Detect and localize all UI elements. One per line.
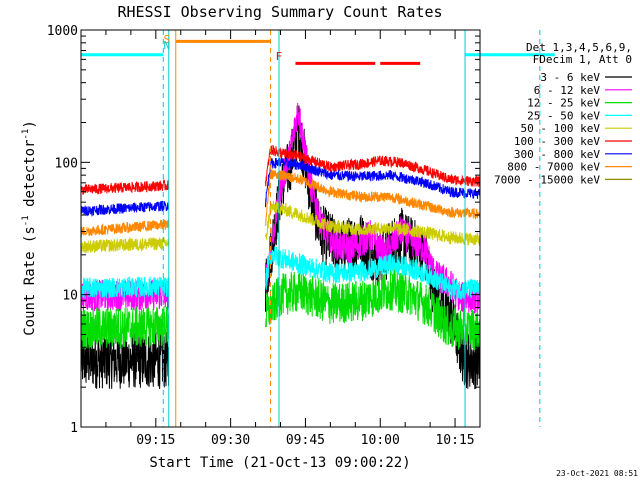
series-line-25-50-kev-1	[265, 246, 480, 300]
chart-title: RHESSI Observing Summary Count Rates	[117, 3, 442, 21]
legend-label-7000-15000-kev: 7000 - 15000 keV	[494, 173, 600, 186]
y-tick-label: 100	[55, 156, 78, 171]
series-line-300-800-kev-0	[81, 200, 169, 217]
legend-label-100-300-kev: 100 - 300 keV	[514, 135, 600, 148]
y-label-sup1: -1	[21, 215, 31, 226]
legend-header-line: Det 1,3,4,5,6,9,	[526, 41, 632, 54]
series-line-800-7000-kev-0	[81, 219, 169, 238]
series-line-100-300-kev-1	[265, 144, 480, 187]
annotation-f: F	[276, 50, 283, 63]
legend-label-50-100-kev: 50 - 100 keV	[521, 122, 601, 135]
series-line-12-25-kev-0	[81, 305, 169, 351]
y-tick-label: 1	[70, 421, 78, 436]
x-tick-label: 09:30	[211, 433, 250, 448]
series-line-800-7000-kev-1	[265, 168, 480, 227]
y-label-mid: detector	[22, 140, 38, 216]
x-tick-label: 09:45	[286, 433, 325, 448]
footer-timestamp: 23-Oct-2021 08:51	[556, 469, 638, 478]
series-line-12-25-kev-1	[265, 268, 480, 351]
y-label-main: Count Rate (s	[22, 226, 38, 336]
legend-label-800-7000-kev: 800 - 7000 keV	[507, 161, 600, 174]
legend-label-25-50-kev: 25 - 50 keV	[527, 109, 600, 122]
series-line-3-6-kev-1	[265, 105, 480, 390]
annotation-n: N	[163, 39, 170, 52]
legend-header-line: FDecim 1, Att 0	[533, 53, 632, 66]
y-axis-label: Count Rate (s-1 detector-1)	[21, 120, 38, 336]
legend-label-3-6-kev: 3 - 6 keV	[540, 71, 600, 84]
y-tick-label: 1000	[47, 24, 78, 39]
series-line-100-300-kev-0	[81, 178, 169, 195]
y-label-end: )	[22, 120, 38, 128]
annotation-s: S	[163, 33, 170, 46]
series-line-50-100-kev-0	[81, 236, 169, 254]
legend-label-12-25-kev: 12 - 25 keV	[527, 97, 600, 110]
legend-label-6-12-kev: 6 - 12 keV	[534, 84, 601, 97]
x-tick-label: 10:00	[361, 433, 400, 448]
series-line-300-800-kev-1	[265, 156, 480, 208]
x-tick-label: 10:15	[435, 433, 474, 448]
x-tick-label: 09:15	[136, 433, 175, 448]
series-line-50-100-kev-1	[265, 200, 480, 246]
x-axis-label: Start Time (21-Oct-13 09:00:22)	[149, 455, 410, 471]
y-label-sup2: -1	[21, 129, 31, 140]
legend-label-300-800-kev: 300 - 800 keV	[514, 148, 600, 161]
series-line-25-50-kev-0	[81, 276, 169, 299]
y-tick-label: 10	[62, 289, 78, 304]
